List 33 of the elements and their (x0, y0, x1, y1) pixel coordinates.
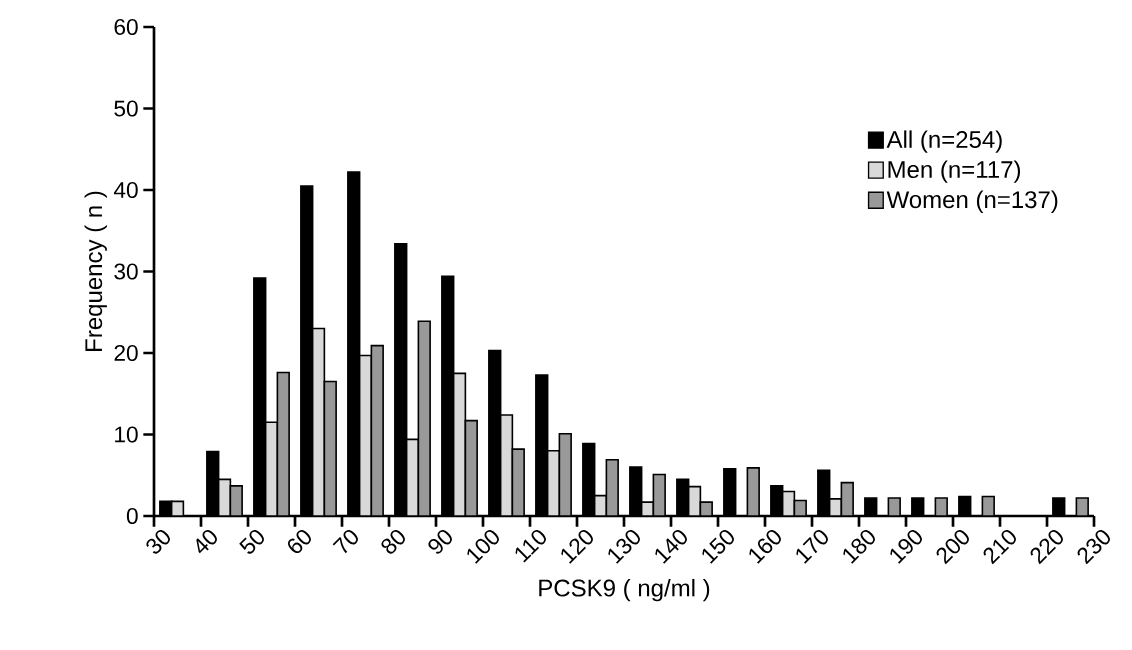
x-tick-label: 80 (381, 529, 405, 554)
x-tick-label: 90 (428, 529, 452, 554)
y-tick-label: 50 (114, 100, 138, 117)
x-tick-label: 220 (1030, 529, 1063, 565)
x-tick-label: 160 (749, 529, 781, 564)
legend-label: Men (n=117) (888, 160, 1021, 183)
x-tick-label: 50 (239, 529, 264, 554)
y-axis-title: Frequency ( n ) (84, 191, 107, 351)
x-tick-label: 100 (467, 529, 499, 564)
x-tick-label: 130 (608, 529, 640, 564)
x-tick-label: 170 (796, 529, 828, 564)
y-tick-label: 60 (114, 18, 138, 36)
x-tick-label: 140 (655, 529, 687, 564)
legend-label: Women (n=137) (886, 190, 1058, 213)
y-tick-label: 30 (114, 263, 138, 280)
x-tick-label: 60 (288, 529, 311, 554)
y-tick-label: 10 (115, 426, 138, 443)
y-tick-label: 0 (126, 507, 138, 525)
x-tick-label: 230 (1077, 529, 1110, 565)
x-tick-label: 150 (702, 529, 734, 564)
legend-label: All (n=254) (886, 130, 1002, 153)
x-tick-label: 40 (196, 529, 217, 554)
x-tick-label: 110 (515, 529, 546, 563)
x-tick-label: 70 (332, 529, 358, 554)
x-tick-label: 190 (890, 529, 922, 564)
x-tick-label: 210 (983, 529, 1016, 565)
x-tick-label: 180 (843, 529, 875, 564)
x-tick-label: 200 (936, 529, 969, 565)
x-axis-title: PCSK9 ( ng/ml ) (539, 578, 710, 602)
x-tick-label: 120 (561, 529, 593, 564)
y-tick-label: 20 (114, 344, 138, 362)
x-tick-label: 30 (146, 529, 170, 554)
y-tick-label: 40 (113, 181, 138, 199)
